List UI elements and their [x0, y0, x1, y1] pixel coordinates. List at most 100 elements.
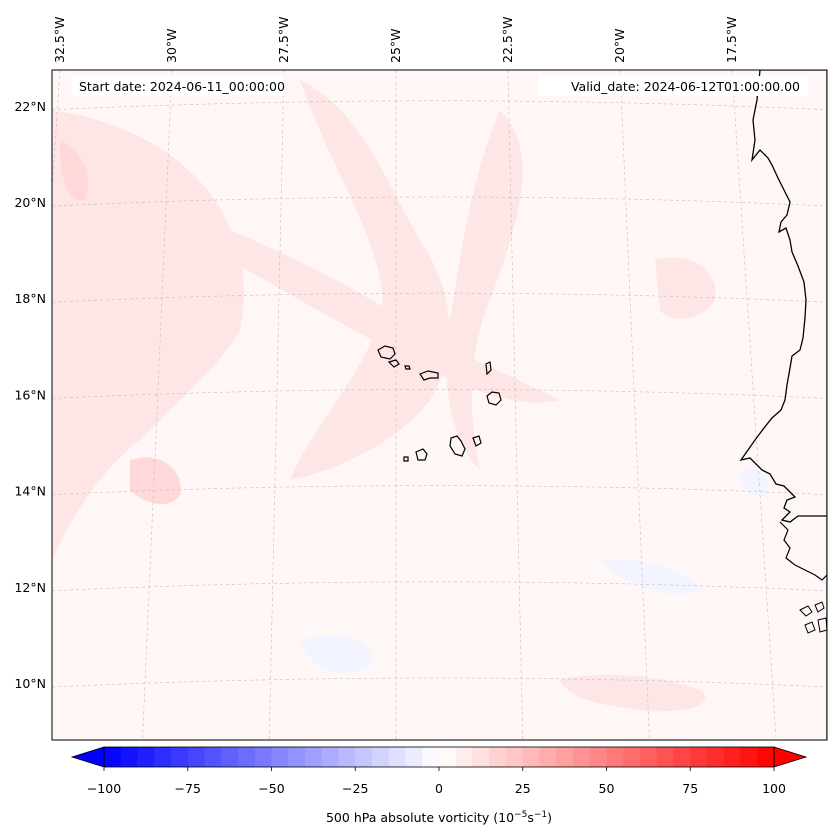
vorticity-patch-west-max [130, 457, 181, 505]
colorbar-cell [271, 747, 289, 767]
meridian-line [731, 70, 777, 740]
colorbar-tick-label: −25 [342, 781, 368, 796]
colorbar-cell [154, 747, 172, 767]
colorbar-cell [455, 747, 473, 767]
island-sao-vicente [387, 359, 400, 368]
colorbar-tick-label: 50 [599, 781, 615, 796]
parallel-line [52, 389, 827, 399]
vorticity-patch-negative-mid [600, 559, 700, 594]
meridian-line [507, 70, 524, 740]
colorbar-cell [238, 747, 256, 767]
colorbar-cell [305, 747, 323, 767]
colorbar-cell [623, 747, 641, 767]
longitude-label: 25°W [388, 28, 403, 63]
parallel-line [52, 581, 827, 592]
colorbar-cell [422, 747, 440, 767]
latitude-label: 20°N [14, 195, 46, 210]
latitude-label: 12°N [14, 580, 46, 595]
island-santiago [449, 435, 466, 457]
cape-verde-islands [377, 345, 502, 462]
colorbar-ticks: −100 −75 −50 −25 0 25 50 75 100 [87, 767, 786, 796]
colorbar-cell [120, 747, 138, 767]
latitude-label: 14°N [14, 484, 46, 499]
longitude-label: 27.5°W [276, 17, 291, 63]
latitude-label: 10°N [14, 676, 46, 691]
colorbar-extend-max [773, 746, 808, 768]
meridian-line [142, 70, 173, 740]
vorticity-patch-north [59, 140, 89, 201]
colorbar-cell [171, 747, 189, 767]
colorbar-cell [522, 747, 540, 767]
island-fogo [415, 448, 428, 461]
longitude-label: 22.5°W [500, 17, 515, 63]
colorbar-cell [556, 747, 574, 767]
colorbar-tick-label: −75 [175, 781, 201, 796]
valid-date-label: Valid_date: 2024-06-12T01:00:00.00 [571, 79, 800, 94]
vorticity-band-northwest [52, 110, 244, 560]
colorbar-cell [757, 747, 775, 767]
colorbar-title-mid: s [527, 810, 534, 825]
positive-vorticity-streaks [52, 80, 716, 712]
colorbar-cell [355, 747, 373, 767]
parallel-line [52, 485, 827, 495]
colorbar-tick-label: 25 [515, 781, 531, 796]
colorbar-tick-label: 75 [682, 781, 698, 796]
island-santo-antao [377, 345, 396, 360]
colorbar-cells [104, 747, 775, 767]
colorbar-cell [187, 747, 205, 767]
colorbar-cell [204, 747, 222, 767]
latitude-label: 16°N [14, 387, 46, 402]
colorbar-cell [690, 747, 708, 767]
island-santa-luzia [404, 365, 411, 370]
colorbar-tick-label: −50 [258, 781, 284, 796]
colorbar-cell [405, 747, 423, 767]
colorbar-title-exp2: −1 [534, 810, 547, 820]
colorbar-cell [137, 747, 155, 767]
colorbar: −100 −75 −50 −25 0 25 50 75 100 500 hPa absolute… [70, 746, 808, 825]
colorbar-cell [656, 747, 674, 767]
colorbar-title-exp1: −5 [514, 810, 527, 820]
colorbar-title-text: 500 hPa absolute vorticity (10 [326, 810, 514, 825]
colorbar-title: 500 hPa absolute vorticity (10−5s−1) [326, 810, 552, 825]
vorticity-patch-negative-south [300, 636, 372, 673]
colorbar-cell [723, 747, 741, 767]
longitude-label: 17.5°W [724, 17, 739, 63]
moderate-vorticity-patches [59, 140, 181, 505]
colorbar-cell [640, 747, 658, 767]
start-date-box [72, 76, 284, 96]
vorticity-patch-south [560, 674, 706, 712]
island-sao-nicolau [419, 370, 439, 381]
colorbar-cell [439, 747, 457, 767]
colorbar-cell [321, 747, 339, 767]
colorbar-extend-min [70, 746, 105, 768]
parallel-line [52, 196, 827, 207]
parallel-line [52, 677, 827, 688]
meridian-line [268, 70, 285, 740]
graticule [52, 70, 827, 740]
colorbar-cell [707, 747, 725, 767]
colorbar-cell [472, 747, 490, 767]
start-date-label: Start date: 2024-06-11_00:00:00 [79, 79, 285, 94]
colorbar-cell [740, 747, 758, 767]
colorbar-tick-label: 0 [435, 781, 443, 796]
longitude-label: 30°W [164, 28, 179, 63]
colorbar-cell [221, 747, 239, 767]
colorbar-tick-label: 100 [762, 781, 786, 796]
vorticity-band-diagonal [230, 230, 560, 403]
island-maio [472, 435, 482, 447]
longitude-label: 32.5°W [52, 17, 67, 63]
vorticity-patch-negative-east [739, 469, 769, 496]
bijagos-islands [799, 601, 827, 634]
latitude-label: 18°N [14, 291, 46, 306]
valid-date-box [538, 76, 808, 96]
colorbar-title-end: ) [547, 810, 552, 825]
island-sal [485, 361, 492, 376]
colorbar-cell [606, 747, 624, 767]
parallel-line [52, 100, 827, 111]
negative-vorticity-patches [300, 469, 769, 673]
colorbar-cell [489, 747, 507, 767]
meridian-line [619, 70, 650, 740]
vorticity-band-central [290, 80, 450, 480]
colorbar-cell [338, 747, 356, 767]
